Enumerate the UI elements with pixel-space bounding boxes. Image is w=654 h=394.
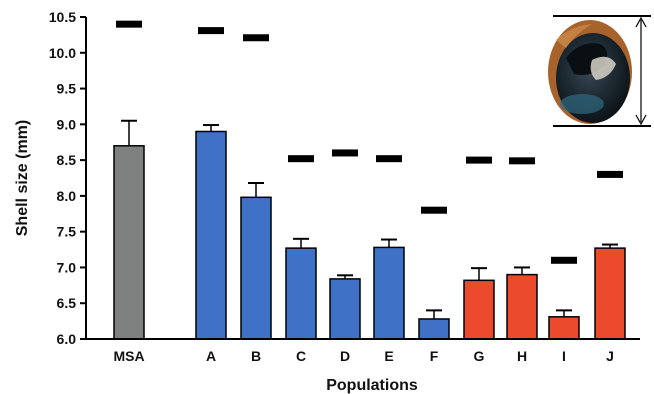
max-mark-msa — [116, 20, 142, 28]
y-tick-label: 10.0 — [49, 45, 76, 61]
max-mark-f — [421, 206, 447, 214]
max-mark-e — [376, 155, 402, 163]
bar-h — [506, 273, 538, 340]
x-tick-label: J — [606, 348, 614, 364]
max-mark-d — [332, 149, 358, 157]
y-tick-label: 8.0 — [57, 188, 77, 204]
max-mark-i — [551, 256, 577, 264]
max-mark-a — [198, 27, 224, 35]
x-tick-label: MSA — [113, 348, 144, 364]
size-arrow-head-bottom — [635, 114, 647, 126]
x-tick-label: F — [430, 348, 439, 364]
y-tick-label: 7.0 — [57, 259, 77, 275]
x-tick-label: B — [251, 348, 261, 364]
x-tick-label: D — [340, 348, 350, 364]
x-axis-title: Populations — [326, 377, 418, 394]
bar-msa — [113, 145, 145, 340]
y-axis-title: Shell size (mm) — [14, 120, 31, 236]
y-tick-label: 6.5 — [57, 295, 77, 311]
x-tick-label: C — [296, 348, 306, 364]
max-mark-b — [243, 34, 269, 42]
bar-d — [329, 278, 361, 340]
x-tick-label: E — [384, 348, 393, 364]
y-tick-label: 10.5 — [49, 9, 76, 25]
y-tick-label: 9.5 — [57, 81, 77, 97]
max-mark-g — [466, 156, 492, 164]
bar-e — [373, 246, 405, 340]
x-tick-label: H — [517, 348, 527, 364]
x-tick-label: I — [562, 348, 566, 364]
bar-b — [240, 196, 272, 340]
snail-shell-photo — [548, 20, 632, 124]
y-tick-label: 7.5 — [57, 224, 77, 240]
bar-g — [463, 279, 495, 340]
bar-i — [548, 316, 580, 340]
size-arrow-head-top — [635, 16, 647, 28]
y-tick-label: 9.0 — [57, 116, 77, 132]
x-tick-label: A — [206, 348, 216, 364]
max-mark-j — [597, 170, 623, 178]
max-mark-c — [288, 155, 314, 163]
y-tick-label: 6.0 — [57, 331, 77, 347]
bar-j — [594, 247, 626, 340]
bar-c — [285, 247, 317, 340]
bar-a — [195, 130, 227, 340]
bar-f — [418, 318, 450, 340]
y-tick-label: 8.5 — [57, 152, 77, 168]
x-tick-label: G — [474, 348, 485, 364]
max-mark-h — [509, 157, 535, 165]
